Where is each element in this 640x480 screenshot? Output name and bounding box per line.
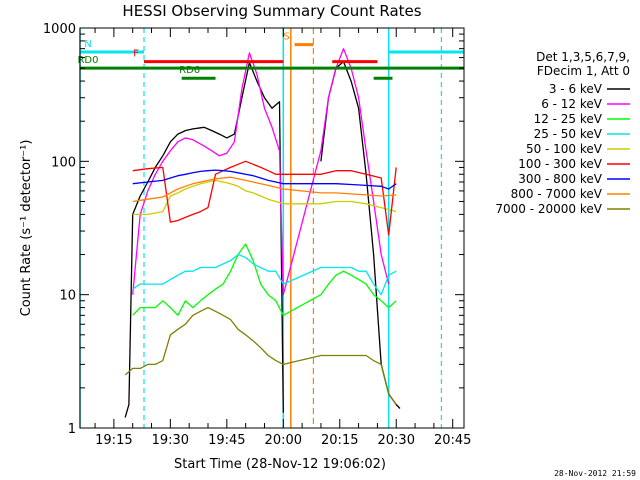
flag-label-f: F [133,49,139,60]
flag-label-n: N [84,39,91,50]
legend-entry-label: 800 - 7000 keV [511,187,603,201]
x-tick-label: 19:30 [152,433,189,448]
x-tick-label: 19:45 [208,433,245,448]
y-axis-label: Count Rate (s⁻¹ detector⁻¹) [19,140,34,317]
generation-timestamp: 28-Nov-2012 21:59 [554,469,636,478]
series-line-7 [132,176,397,203]
y-tick-label: 1 [68,422,76,437]
event-markers [79,28,443,428]
x-tick-label: 19:15 [95,433,132,448]
x-tick-label: 20:00 [265,433,302,448]
y-tick-label: 100 [51,155,76,170]
x-tick-label: 20:15 [321,433,358,448]
y-tick-label: 10 [59,289,76,304]
flag-label-s: S [283,32,289,43]
series-lines [124,48,401,418]
series-line-4 [132,179,397,216]
y-tick-label: 1000 [43,22,76,37]
series-line-2 [132,243,397,316]
series-line-5 [132,160,397,236]
legend-entry-label: 300 - 800 keV [518,172,602,186]
series-line-8 [124,306,397,405]
x-tick-label: 20:45 [434,433,471,448]
series-line-6 [132,169,397,190]
legend-header-line-2: FDecim 1, Att 0 [537,64,630,78]
legend-entry-label: 25 - 50 keV [534,127,603,141]
flag-bars: N F RD0 RD6 S [77,32,464,80]
flag-label-rd0: RD0 [77,55,98,66]
legend-entry-label: 50 - 100 keV [526,142,603,156]
series-line-3 [132,253,397,296]
x-tick-label: 20:30 [378,433,415,448]
x-axis-label: Start Time (28-Nov-12 19:06:02) [174,457,386,472]
legend-entry-label: 12 - 25 keV [534,112,603,126]
flag-label-rd6: RD6 [179,65,200,76]
series-line-1 [132,48,390,296]
legend-entry-label: 6 - 12 keV [541,97,603,111]
legend-header-line-1: Det 1,3,5,6,7,9, [536,50,630,64]
chart-title: HESSI Observing Summary Count Rates [122,2,421,20]
axes: 1 10 100 1000 19:15 19:30 19:45 20:00 20:15 20:30… [43,22,472,448]
legend-entry-label: 7000 - 20000 keV [495,202,602,216]
legend-entry-label: 3 - 6 keV [549,82,603,96]
legend-entry-label: 100 - 300 keV [518,157,602,171]
plot-frame [79,27,465,429]
